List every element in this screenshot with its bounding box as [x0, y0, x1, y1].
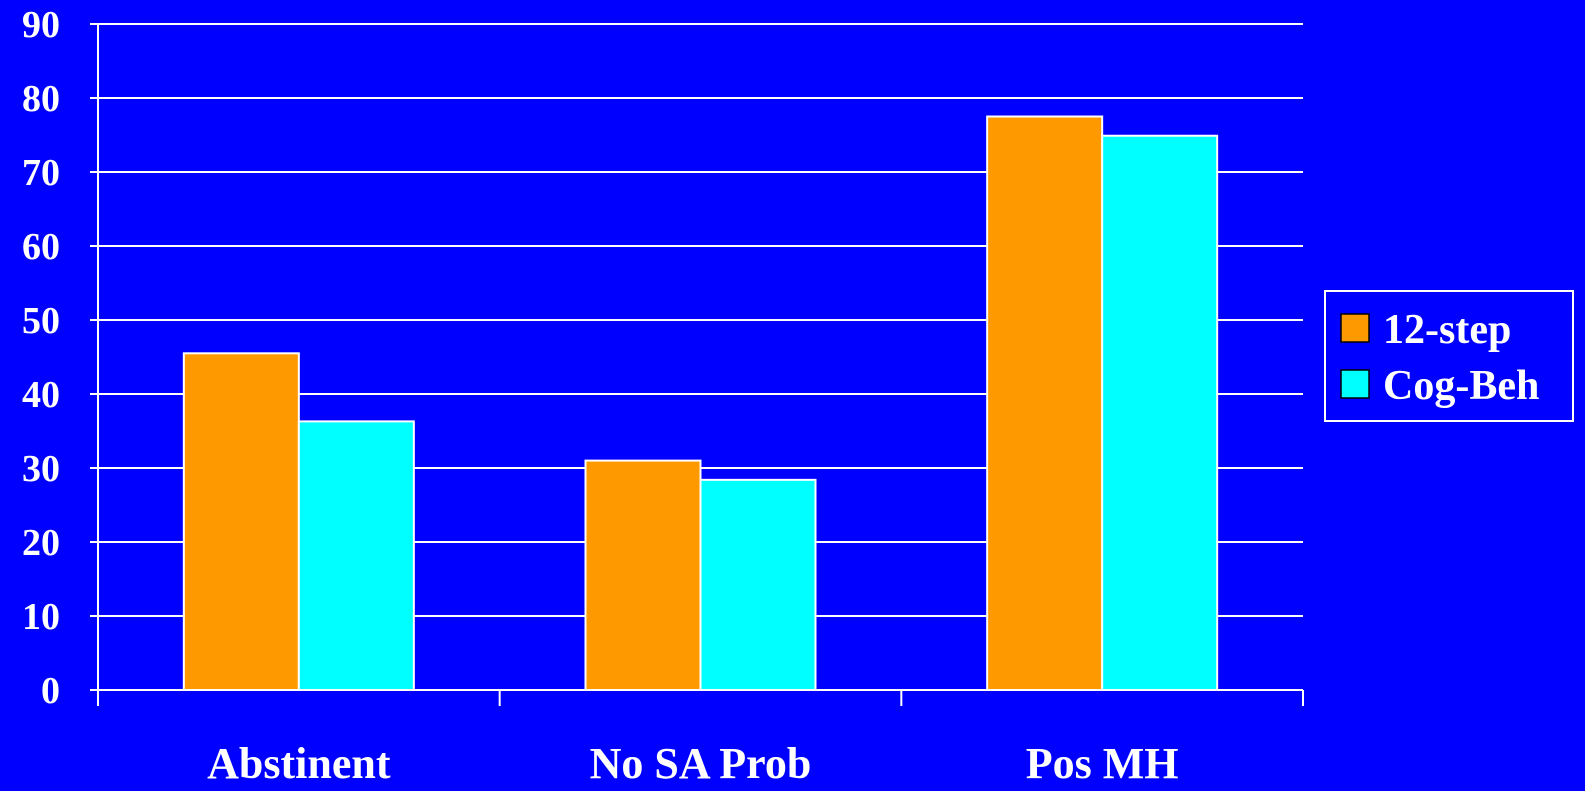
- category-label: No SA Prob: [590, 739, 812, 788]
- legend: 12-step Cog-Beh: [1324, 290, 1574, 422]
- legend-swatch: [1340, 313, 1370, 343]
- y-tick-label: 40: [22, 374, 60, 416]
- y-tick-label: 30: [22, 448, 60, 490]
- bar-cog-beh-no-sa-prob: [699, 478, 817, 691]
- axes: [90, 23, 1304, 706]
- legend-label: Cog-Beh: [1383, 363, 1539, 409]
- legend-label: 12-step: [1383, 307, 1511, 353]
- y-tick-label: 50: [22, 300, 60, 342]
- y-tick-label: 80: [22, 78, 60, 120]
- y-tick-labels: 0 10 20 30 40 50 60 70 80 90: [22, 4, 60, 712]
- category-labels: Abstinent No SA Prob Pos MH: [207, 739, 1178, 788]
- y-tick-label: 70: [22, 152, 60, 194]
- bar-12-step-no-sa-prob: [584, 459, 702, 691]
- y-tick-label: 20: [22, 522, 60, 564]
- legend-swatch: [1340, 369, 1370, 399]
- y-tick-label: 0: [41, 670, 60, 712]
- bar-cog-beh-pos-mh: [1101, 134, 1219, 692]
- category-label: Abstinent: [207, 739, 391, 788]
- bars: [182, 115, 1219, 692]
- bar-12-step-pos-mh: [986, 115, 1104, 691]
- bar-cog-beh-abstinent: [297, 420, 415, 691]
- bar-12-step-abstinent: [182, 352, 300, 691]
- category-label: Pos MH: [1026, 739, 1179, 788]
- legend-box: [1324, 290, 1574, 422]
- y-tick-label: 10: [22, 596, 60, 638]
- y-tick-label: 90: [22, 4, 60, 46]
- y-tick-label: 60: [22, 226, 60, 268]
